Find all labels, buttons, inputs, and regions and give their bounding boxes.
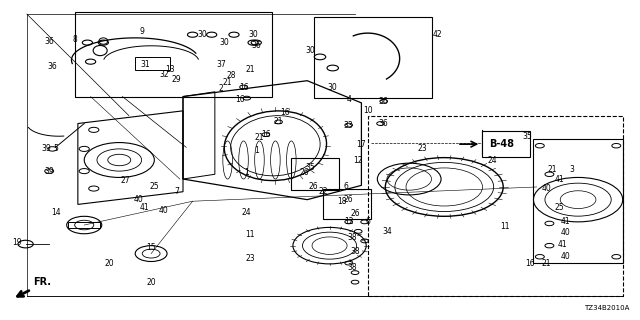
Text: 24: 24 (487, 156, 497, 164)
Text: 35: 35 (522, 132, 532, 141)
Text: 12: 12 (344, 217, 353, 226)
Text: 32: 32 (159, 70, 169, 79)
Text: 30: 30 (305, 46, 316, 55)
Text: 38: 38 (347, 233, 356, 242)
Text: 13: 13 (166, 65, 175, 74)
Text: 16: 16 (280, 108, 290, 117)
Bar (314, 17, 431, 98)
Bar (368, 116, 623, 296)
Bar (291, 158, 339, 190)
Text: 4: 4 (346, 95, 351, 104)
Text: 21: 21 (255, 133, 264, 142)
Text: 16: 16 (525, 259, 535, 268)
Text: 41: 41 (140, 203, 150, 212)
Text: 20: 20 (105, 259, 115, 268)
Text: 24: 24 (242, 208, 252, 217)
Text: 30: 30 (197, 30, 207, 39)
Text: 2: 2 (219, 84, 223, 93)
Text: 9: 9 (139, 27, 144, 36)
Text: 34: 34 (382, 227, 392, 236)
Text: 14: 14 (51, 208, 60, 217)
Text: 11: 11 (245, 230, 255, 239)
Text: 16: 16 (261, 130, 271, 139)
Text: 23: 23 (417, 144, 427, 153)
Text: 26: 26 (309, 182, 319, 191)
Text: 40: 40 (159, 206, 169, 215)
Text: 26: 26 (350, 209, 360, 219)
Text: 30: 30 (328, 83, 338, 92)
Text: 21: 21 (548, 165, 557, 174)
Text: 39: 39 (44, 167, 54, 176)
Text: 5: 5 (53, 144, 58, 153)
Text: 21: 21 (223, 78, 232, 87)
Text: 8: 8 (72, 35, 77, 44)
Text: 38: 38 (347, 263, 356, 272)
Text: 41: 41 (557, 240, 567, 249)
Text: 28: 28 (226, 71, 236, 80)
Text: 26: 26 (300, 168, 309, 177)
Text: 20: 20 (147, 278, 156, 287)
Text: 41: 41 (561, 217, 570, 226)
Text: 7: 7 (174, 187, 179, 196)
Text: 10: 10 (363, 106, 372, 115)
Text: 40: 40 (561, 252, 570, 261)
Text: 29: 29 (172, 75, 181, 84)
Text: 11: 11 (500, 222, 509, 231)
Text: 6: 6 (365, 217, 370, 226)
Text: 22: 22 (319, 187, 328, 196)
Text: 33: 33 (344, 121, 353, 130)
Text: 1: 1 (244, 168, 249, 177)
Text: 39: 39 (41, 144, 51, 153)
Text: 37: 37 (216, 60, 226, 69)
Text: B-48: B-48 (489, 139, 514, 149)
Text: 21: 21 (245, 65, 255, 74)
Text: 21: 21 (274, 117, 284, 126)
Bar (483, 132, 531, 157)
Text: 16: 16 (236, 95, 245, 104)
Text: 36: 36 (379, 119, 388, 128)
Text: 36: 36 (44, 36, 54, 45)
Bar (75, 12, 272, 97)
Text: 25: 25 (554, 203, 564, 212)
Text: 1: 1 (254, 146, 259, 155)
Text: 16: 16 (239, 83, 248, 92)
Text: 25: 25 (150, 182, 159, 191)
Text: 23: 23 (245, 254, 255, 263)
Text: 42: 42 (433, 30, 443, 39)
Text: 40: 40 (561, 228, 570, 237)
Text: 40: 40 (541, 184, 551, 193)
Text: 18: 18 (337, 197, 347, 206)
Text: 30: 30 (248, 30, 258, 39)
Text: 36: 36 (379, 97, 388, 106)
Text: 30: 30 (220, 38, 229, 47)
Text: 27: 27 (121, 176, 131, 185)
Text: 35: 35 (305, 164, 316, 172)
Text: 26: 26 (344, 195, 353, 204)
Text: 19: 19 (13, 238, 22, 247)
Text: 38: 38 (350, 247, 360, 257)
Bar (323, 188, 371, 219)
Text: 6: 6 (343, 182, 348, 191)
Text: 3: 3 (569, 165, 574, 174)
Text: 12: 12 (353, 156, 363, 164)
Text: 41: 41 (554, 174, 564, 184)
Text: 15: 15 (147, 243, 156, 252)
Text: 21: 21 (541, 259, 551, 268)
Text: 40: 40 (134, 195, 143, 204)
Text: 36: 36 (252, 41, 261, 50)
Text: 17: 17 (356, 140, 366, 148)
Text: 36: 36 (47, 62, 57, 71)
Text: FR.: FR. (33, 277, 51, 287)
Text: 31: 31 (140, 60, 150, 69)
Text: TZ34B2010A: TZ34B2010A (584, 305, 629, 311)
